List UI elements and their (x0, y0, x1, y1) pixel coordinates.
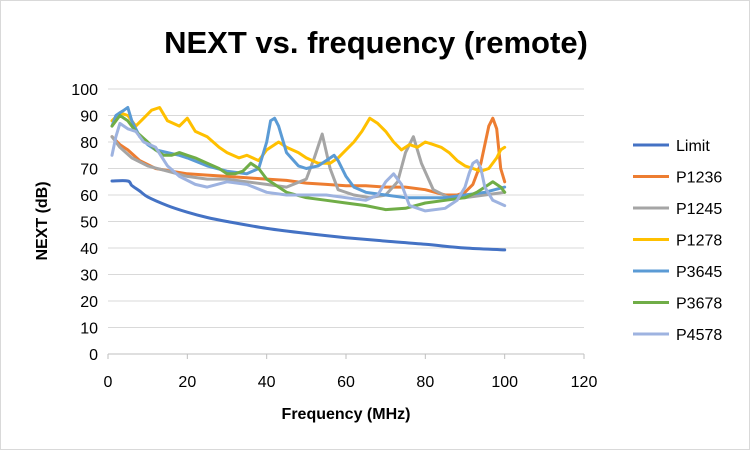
chart-title: NEXT vs. frequency (remote) (164, 25, 588, 60)
y-tick-label: 0 (89, 347, 98, 364)
gridlines (108, 88, 584, 328)
y-tick-label: 40 (80, 241, 98, 258)
y-tick-label: 100 (71, 82, 98, 99)
x-tick-label: 80 (416, 374, 434, 391)
x-axis-title: Frequency (MHz) (282, 406, 411, 423)
series-line-limit (110, 179, 507, 252)
y-axis-title: NEXT (dB) (34, 181, 51, 260)
x-tick-label: 20 (178, 374, 196, 391)
legend-label-p1245: P1245 (676, 201, 722, 218)
series-line-p1278 (110, 106, 507, 173)
legend-label-p4578: P4578 (676, 327, 722, 344)
y-tick-label: 10 (80, 321, 98, 338)
series-line-p1245 (110, 132, 507, 200)
x-tick-label: 40 (258, 374, 276, 391)
axes (107, 353, 585, 359)
x-tick-label: 100 (491, 374, 518, 391)
y-tick-label: 50 (80, 215, 98, 232)
tick-labels: 0 10 20 30 40 50 60 70 80 90 100 0 20 40 60 80 100 120 (71, 82, 597, 391)
y-tick-label: 70 (80, 162, 98, 179)
y-tick-label: 90 (80, 109, 98, 126)
y-tick-label: 20 (80, 294, 98, 311)
y-tick-label: 60 (80, 188, 98, 205)
legend-label-p1236: P1236 (676, 170, 722, 187)
y-tick-label: 30 (80, 268, 98, 285)
series-line-p4578 (110, 121, 507, 213)
x-tick-label: 120 (571, 374, 598, 391)
legend-label-p3678: P3678 (676, 296, 722, 313)
legend-label-p1278: P1278 (676, 233, 722, 250)
legend-label-p3645: P3645 (676, 264, 722, 281)
x-tick-label: 60 (337, 374, 355, 391)
x-tick-label: 0 (104, 374, 113, 391)
legend-label-limit: Limit (676, 138, 710, 155)
legend: Limit P1236 P1245 P1278 P3645 P3678 P4578 (633, 138, 722, 344)
y-tick-label: 80 (80, 135, 98, 152)
series-lines (110, 106, 507, 252)
